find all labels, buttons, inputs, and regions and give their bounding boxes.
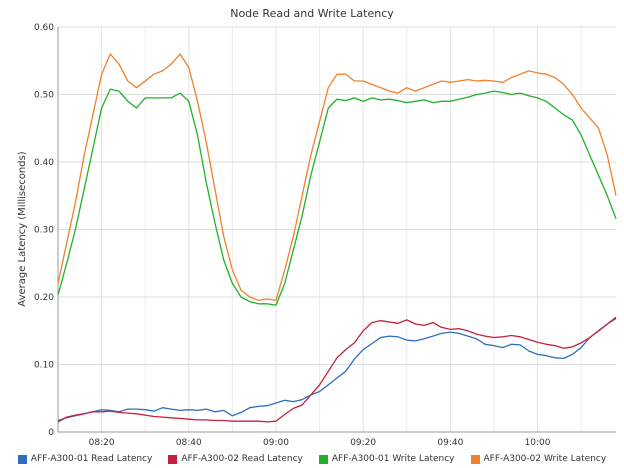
- y-tick-label: 0.20: [34, 293, 54, 303]
- y-tick-label: 0.10: [34, 361, 54, 371]
- legend-item[interactable]: AFF-A300-02 Read Latency: [168, 454, 303, 464]
- x-tick-label: 08:40: [176, 438, 202, 448]
- y-tick-label: 0.50: [34, 91, 54, 101]
- legend-swatch-icon: [17, 454, 27, 464]
- y-tick-label: 0: [48, 428, 54, 438]
- series-line: [57, 318, 617, 422]
- x-tick-label: 09:40: [437, 438, 463, 448]
- y-tick-label: 0.30: [34, 226, 54, 236]
- x-tick-label: 09:20: [350, 438, 376, 448]
- series-line: [57, 88, 617, 306]
- chart-title: Node Read and Write Latency: [230, 7, 394, 20]
- series-line: [57, 316, 617, 423]
- legend-label: AFF-A300-02 Write Latency: [483, 454, 607, 464]
- series-line: [57, 53, 617, 302]
- legend-label: AFF-A300-01 Read Latency: [30, 454, 153, 464]
- x-tick-label: 09:00: [263, 438, 289, 448]
- x-tick-label: 08:20: [89, 438, 115, 448]
- y-tick-label: 0.40: [34, 158, 54, 168]
- legend-label: AFF-A300-01 Write Latency: [331, 454, 455, 464]
- legend-item[interactable]: AFF-A300-01 Write Latency: [318, 454, 455, 464]
- legend-item[interactable]: AFF-A300-01 Read Latency: [17, 454, 153, 464]
- legend: AFF-A300-01 Read Latency AFF-A300-02 Rea…: [0, 450, 624, 468]
- legend-item[interactable]: AFF-A300-02 Write Latency: [470, 454, 607, 464]
- legend-swatch-icon: [470, 454, 480, 464]
- y-tick-label: 0.60: [34, 23, 54, 33]
- legend-label: AFF-A300-02 Read Latency: [181, 454, 303, 464]
- plot-area: 0 0.10 0.20 0.30 0.40 0.50 0.60 08:20 08:40 09:00…: [34, 23, 617, 448]
- y-axis-label: Average Latency (Milliseconds): [17, 151, 28, 306]
- legend-swatch-icon: [168, 454, 178, 464]
- x-tick-label: 10:00: [525, 438, 551, 448]
- legend-swatch-icon: [318, 454, 328, 464]
